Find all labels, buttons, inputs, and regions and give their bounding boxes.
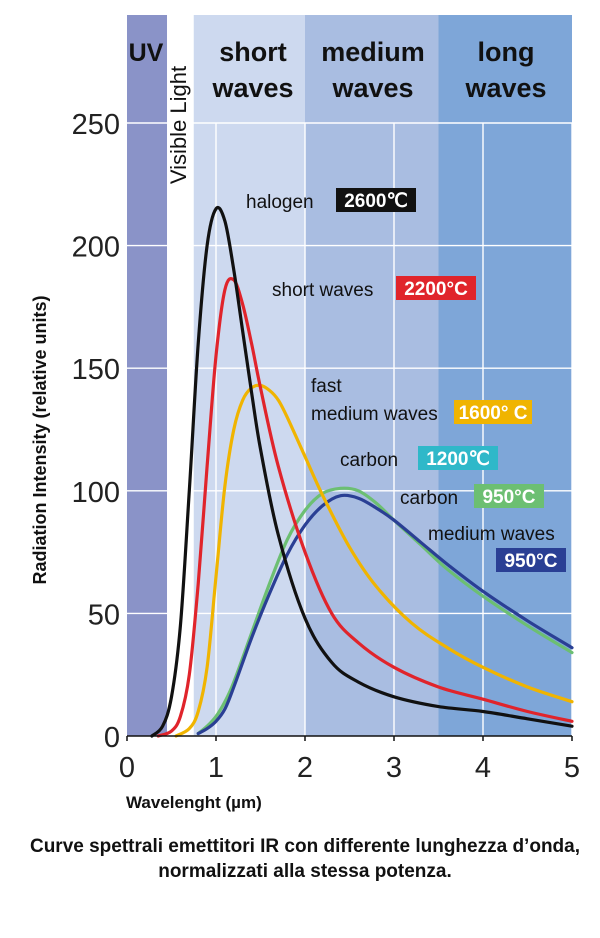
series-line-halogen-0 <box>150 205 574 738</box>
badge-fast-medium-waves-bg <box>454 400 532 424</box>
y-axis-label: Radiation Intensity (relative units) <box>30 295 50 584</box>
series-lines <box>150 205 574 738</box>
series-annotations: halogen 2600℃ short waves 2200°C fast medium … <box>246 188 566 572</box>
badge-fast-medium-waves: 1600° C <box>459 403 528 424</box>
band-label-short-waves-line1: short <box>219 37 287 67</box>
x-axis-label: Wavelenght (µm) <box>126 793 262 812</box>
annotation-medium-waves: medium waves <box>428 524 555 545</box>
annotation-carbon-1200: carbon <box>340 450 398 471</box>
series-line-medium-waves-5 <box>196 493 574 736</box>
annotation-carbon-950: carbon <box>400 488 458 509</box>
y-tick-label: 50 <box>88 599 120 631</box>
badge-halogen: 2600℃ <box>344 191 408 212</box>
grid-lines <box>127 122 573 736</box>
band-label-long-waves-line1: long <box>478 37 535 67</box>
annotation-short-waves: short waves <box>272 280 373 301</box>
x-tick-label: 4 <box>475 752 491 784</box>
x-tick-label: 3 <box>386 752 402 784</box>
band-label-short-waves-line2: waves <box>211 73 293 103</box>
y-tick-label: 100 <box>72 477 120 509</box>
badge-short-waves: 2200°C <box>404 279 468 300</box>
badge-carbon-1200-bg <box>418 446 498 470</box>
badge-halogen-bg <box>336 188 416 212</box>
annotation-halogen: halogen <box>246 192 314 213</box>
figure-caption: Curve spettrali emettitori IR con differ… <box>29 836 581 882</box>
band-label-long-waves-line2: waves <box>464 73 546 103</box>
badge-carbon-950-bg <box>474 484 544 508</box>
band-4 <box>438 15 572 736</box>
wavelength-bands <box>127 15 572 736</box>
axes <box>126 735 573 741</box>
series-line-short-waves-1 <box>156 277 574 738</box>
band-label-medium-waves-line2: waves <box>331 73 413 103</box>
band-0 <box>127 15 168 736</box>
badge-carbon-950: 950°C <box>482 487 535 508</box>
badge-short-waves-bg <box>396 276 476 300</box>
y-tick-label: 200 <box>72 232 120 264</box>
x-tick-label: 0 <box>119 752 135 784</box>
annotation-fast: fast <box>311 376 342 397</box>
band-label-visible-light: Visible Light <box>166 66 191 184</box>
series-line-fast-medium-waves-2 <box>174 383 574 738</box>
badge-carbon-1200: 1200℃ <box>426 449 490 470</box>
y-tick-label: 250 <box>72 109 120 141</box>
y-tick-label: 0 <box>104 722 120 754</box>
band-3 <box>305 15 439 736</box>
y-tick-label: 150 <box>72 354 120 386</box>
x-tick-label: 2 <box>297 752 313 784</box>
band-label-uv: UV <box>129 39 164 67</box>
badge-medium-waves-bg <box>496 548 566 572</box>
annotation-fast-medium-waves: medium waves <box>311 404 438 425</box>
band-label-medium-waves-line1: medium <box>321 37 425 67</box>
badge-medium-waves: 950°C <box>504 551 557 572</box>
x-tick-label: 5 <box>564 752 580 784</box>
x-tick-label: 1 <box>208 752 224 784</box>
